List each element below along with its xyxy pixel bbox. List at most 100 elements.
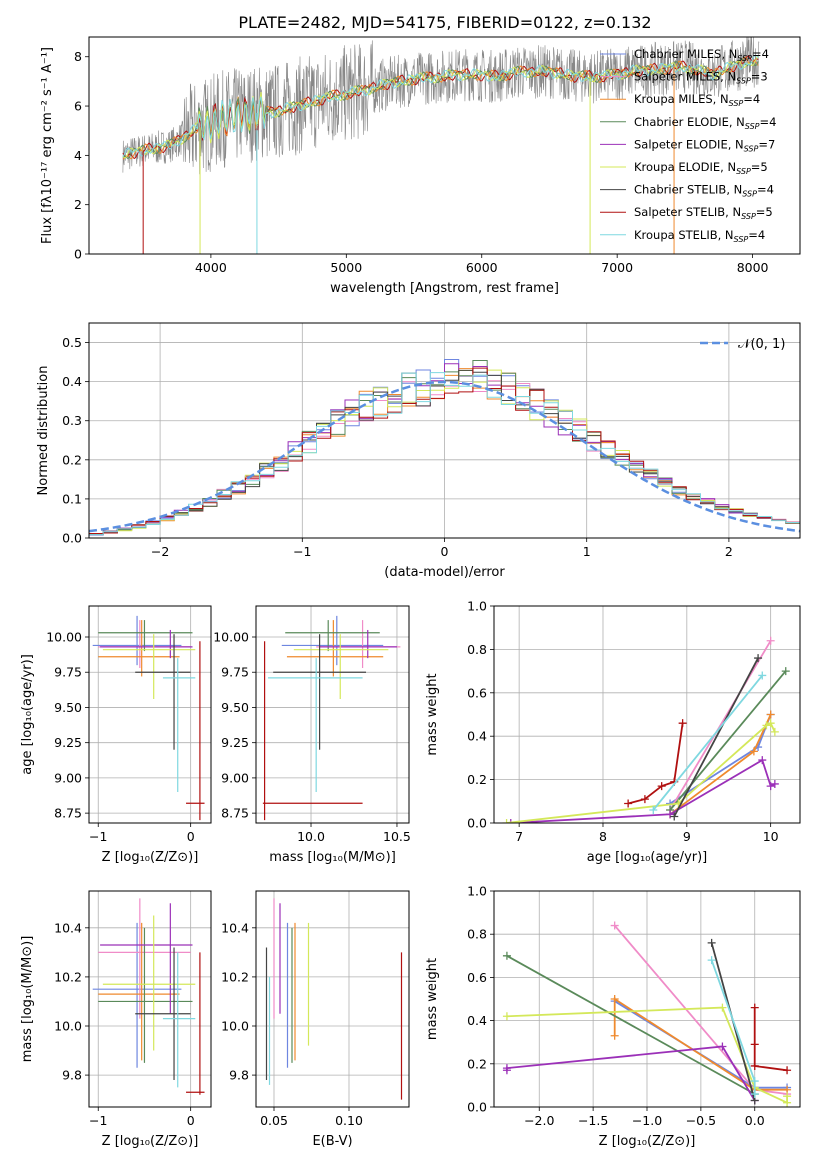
spectrum-data-line bbox=[122, 37, 760, 175]
y-tick-label: 0.8 bbox=[467, 642, 487, 657]
x-tick-label: −1.5 bbox=[578, 1113, 608, 1128]
spectrum-axes: 4000 5000 6000 7000 8000 0 2 4 6 8 wavelength [Ang… bbox=[40, 47, 769, 296]
data-point-marker bbox=[750, 1003, 759, 1012]
y-tick-label: 9.50 bbox=[54, 700, 82, 715]
x-tick-label: 10 bbox=[763, 829, 779, 844]
legend-label-sub: SSP bbox=[736, 167, 751, 176]
spectrum-frame bbox=[88, 36, 801, 255]
x-tick-label: 4000 bbox=[195, 260, 227, 275]
y-tick-label: 0.0 bbox=[62, 531, 82, 546]
x-tick-label: 0 bbox=[187, 1113, 195, 1128]
y-tick-label: 0.2 bbox=[62, 452, 82, 467]
y-tick-label: 0.0 bbox=[467, 1100, 487, 1115]
age_vs_mass-plot-area bbox=[262, 615, 401, 821]
legend-label-text: Salpeter STELIB, N bbox=[634, 205, 741, 219]
y-tick-label: 10.4 bbox=[221, 920, 249, 935]
legend-label-sub: SSP bbox=[742, 190, 757, 199]
series-line bbox=[506, 955, 756, 1095]
x-axis-label: mass [log₁₀(M/M⊙)] bbox=[269, 850, 396, 865]
legend-item: Chabrier MILES, NSSP=4 bbox=[600, 47, 769, 63]
mass_vs_Z-plot-area bbox=[92, 898, 205, 1095]
y-axis-label: age [log₁₀(age/yr)] bbox=[20, 654, 35, 775]
y-tick-label: 0.6 bbox=[467, 970, 487, 985]
data-point-marker bbox=[758, 756, 767, 765]
data-point-marker bbox=[610, 995, 619, 1003]
legend-label-sub: SSP bbox=[737, 54, 752, 63]
x-tick-label: 6000 bbox=[466, 260, 498, 275]
y-tick-label: 10.00 bbox=[46, 630, 82, 645]
data-point-marker bbox=[506, 819, 515, 823]
legend-label: Kroupa MILES, NSSP=4 bbox=[634, 92, 760, 108]
age_vs_mass-axes: 10.0 10.5 8.75 9.00 9.25 9.50 9.75 10.00 mass [l… bbox=[213, 606, 411, 865]
x-tick-label: −2 bbox=[151, 544, 169, 559]
legend-label-sub: SSP bbox=[741, 212, 756, 221]
data-point-marker bbox=[783, 1092, 792, 1101]
x-tick-label: 0 bbox=[441, 544, 449, 559]
data-point-marker bbox=[670, 812, 679, 821]
y-axis-label: Normed distribution bbox=[36, 366, 51, 496]
y-axis-label: mass [log₁₀(M/M⊙)] bbox=[20, 936, 35, 1063]
data-point-marker bbox=[750, 1090, 759, 1099]
x-tick-label: 0.10 bbox=[335, 1113, 363, 1128]
x-tick-label: 0 bbox=[187, 829, 195, 844]
x-tick-label: 1 bbox=[583, 544, 591, 559]
y-tick-label: 0 bbox=[74, 247, 82, 262]
age_vs_Z-axes: −1 0 8.75 9.00 9.25 9.50 9.75 10.00 Z [log₁₀(Z/Z… bbox=[20, 606, 211, 865]
legend-item: Kroupa STELIB, NSSP=4 bbox=[600, 228, 765, 244]
y-tick-label: 0.4 bbox=[62, 374, 82, 389]
data-point-marker bbox=[766, 710, 775, 719]
legend-label-suffix: =4 bbox=[743, 92, 760, 106]
series-line bbox=[669, 640, 772, 811]
legend-label-suffix: =4 bbox=[757, 183, 774, 197]
x-tick-label: 8000 bbox=[737, 260, 769, 275]
x-tick-label: −1.0 bbox=[632, 1113, 662, 1128]
series-line bbox=[669, 670, 787, 811]
legend-label-sub: SSP bbox=[745, 122, 760, 131]
y-tick-label: 10.2 bbox=[54, 969, 82, 984]
legend-label-text: Kroupa MILES, N bbox=[634, 92, 729, 106]
y-tick-label: 9.8 bbox=[62, 1068, 82, 1083]
legend-label-text: Salpeter ELODIE, N bbox=[634, 137, 744, 151]
data-point-marker bbox=[766, 782, 775, 791]
y-tick-label: 10.0 bbox=[54, 1019, 82, 1034]
x-tick-label: 5000 bbox=[330, 260, 362, 275]
residuals-frame bbox=[88, 322, 801, 539]
age_vs_Z-frame bbox=[88, 605, 212, 824]
legend-label-suffix: =5 bbox=[751, 160, 768, 174]
y-tick-label: 0.2 bbox=[467, 1056, 487, 1071]
series-line bbox=[652, 674, 763, 811]
mass_weight_vs_age-axes: 7 8 9 10 0.0 0.2 0.4 0.6 0.8 1.0 age [log₁₀(age/yr… bbox=[425, 599, 800, 865]
x-tick-label: 7000 bbox=[601, 260, 633, 275]
legend-label-text: Chabrier MILES, N bbox=[634, 47, 737, 61]
legend-label-text: Kroupa STELIB, N bbox=[634, 228, 734, 242]
figure-title: PLATE=2482, MJD=54175, FIBERID=0122, z=0… bbox=[238, 13, 651, 32]
y-tick-label: 0.0 bbox=[467, 816, 487, 831]
y-tick-label: 2 bbox=[74, 197, 82, 212]
x-axis-label: Z [log₁₀(Z/Z⊙)] bbox=[599, 1134, 696, 1149]
data-point-marker bbox=[610, 1031, 619, 1040]
legend-label-suffix: =4 bbox=[748, 228, 765, 242]
x-tick-label: 10.5 bbox=[383, 829, 411, 844]
y-tick-label: 0.2 bbox=[467, 772, 487, 787]
data-point-marker bbox=[502, 819, 511, 823]
x-axis-label: E(B-V) bbox=[312, 1134, 352, 1149]
data-point-marker bbox=[502, 1012, 511, 1021]
age_vs_Z-plot-area bbox=[92, 615, 205, 821]
y-tick-label: 9.00 bbox=[54, 770, 82, 785]
x-tick-label: 8 bbox=[599, 829, 607, 844]
y-tick-label: 0.6 bbox=[467, 685, 487, 700]
x-axis-label: Z [log₁₀(Z/Z⊙)] bbox=[102, 1134, 199, 1149]
data-point-marker bbox=[754, 654, 763, 663]
y-tick-label: 9.00 bbox=[221, 770, 249, 785]
data-point-marker bbox=[770, 779, 779, 788]
data-point-marker bbox=[749, 747, 758, 756]
data-point-marker bbox=[758, 671, 767, 680]
legend-label: Salpeter ELODIE, NSSP=7 bbox=[634, 137, 775, 153]
legend-label-text: Salpeter MILES, N bbox=[634, 70, 736, 84]
series-line bbox=[510, 758, 776, 823]
x-tick-label: −1 bbox=[89, 829, 107, 844]
data-point-marker bbox=[750, 1077, 759, 1086]
y-tick-label: 9.8 bbox=[229, 1068, 249, 1083]
legend-item: Kroupa ELODIE, NSSP=5 bbox=[600, 160, 768, 176]
data-point-marker bbox=[502, 1064, 511, 1073]
